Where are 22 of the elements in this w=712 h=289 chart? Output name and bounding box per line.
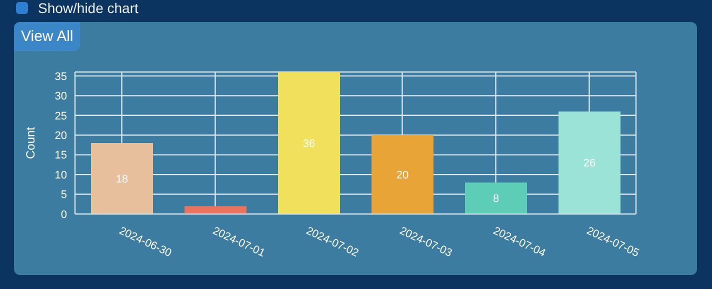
bar bbox=[372, 135, 434, 214]
y-axis-title: Count bbox=[23, 126, 38, 160]
y-tick-label: 20 bbox=[54, 130, 67, 142]
y-tick-label: 35 bbox=[54, 70, 67, 83]
bar bbox=[278, 72, 340, 214]
data-label: 26 bbox=[583, 158, 596, 170]
y-tick-label: 5 bbox=[60, 189, 67, 202]
bar bbox=[91, 143, 153, 214]
data-label: 18 bbox=[116, 173, 128, 186]
y-tick-label: 30 bbox=[54, 90, 67, 103]
data-label: 20 bbox=[396, 169, 409, 182]
text: View All bbox=[14, 22, 80, 51]
text: Show/hide chart bbox=[38, 0, 138, 16]
bar bbox=[558, 111, 620, 214]
y-tick-label: 0 bbox=[60, 208, 67, 221]
data-label: 36 bbox=[302, 138, 316, 150]
y-tick-label: 10 bbox=[54, 169, 67, 182]
y-tick-label: 15 bbox=[54, 150, 67, 162]
bar bbox=[184, 206, 246, 214]
data-label: 8 bbox=[492, 193, 500, 206]
y-tick-label: 25 bbox=[54, 110, 67, 122]
bar bbox=[465, 182, 527, 214]
